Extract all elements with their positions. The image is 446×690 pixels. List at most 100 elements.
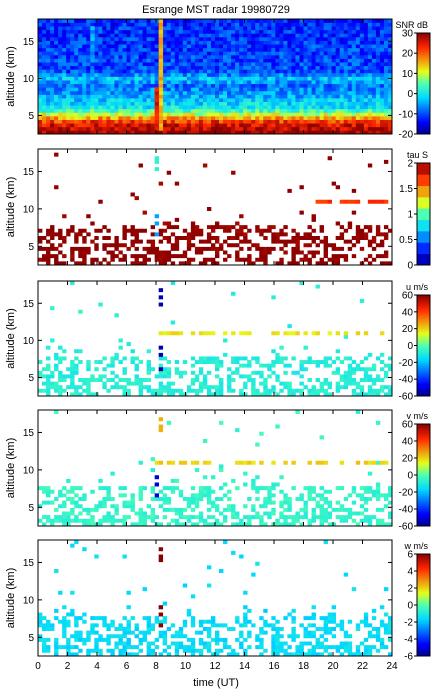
heatmap-cell: [62, 254, 67, 259]
heatmap-cell: [319, 26, 324, 31]
heatmap-cell: [182, 76, 188, 81]
heatmap-cell: [291, 331, 296, 336]
heatmap-cell: [98, 116, 103, 120]
heatmap-cell: [138, 58, 143, 63]
heatmap-cell: [74, 19, 79, 23]
heatmap-cell: [315, 65, 320, 70]
heatmap-cell: [90, 374, 95, 379]
heatmap-cell: [174, 239, 180, 244]
heatmap-cell: [243, 94, 248, 99]
heatmap-cell: [295, 370, 300, 375]
heatmap-cell: [375, 19, 381, 23]
heatmap-cell: [198, 261, 204, 266]
heatmap-cell: [379, 98, 385, 102]
heatmap-cell: [299, 83, 304, 88]
heatmap-cell: [142, 51, 147, 56]
heatmap-cell: [54, 363, 59, 368]
heatmap-cell: [339, 126, 345, 131]
heatmap-cell: [78, 108, 83, 113]
heatmap-cell: [70, 87, 75, 92]
heatmap-cell: [182, 47, 188, 52]
heatmap-cell: [387, 108, 393, 113]
heatmap-cell: [202, 239, 208, 244]
heatmap-cell: [138, 360, 143, 364]
heatmap-cell: [54, 497, 59, 501]
heatmap-cell: [287, 388, 292, 393]
heatmap-cell: [46, 645, 51, 650]
colorbar-step: [417, 429, 430, 432]
heatmap-cell: [267, 33, 272, 38]
heatmap-cell: [367, 126, 373, 131]
heatmap-cell: [251, 116, 256, 120]
heatmap-cell: [170, 507, 176, 512]
colorbar-tick-label: 20: [402, 324, 414, 335]
colorbar-step: [417, 174, 430, 187]
heatmap-cell: [383, 232, 389, 237]
heatmap-cell: [206, 98, 212, 102]
heatmap-cell: [46, 388, 51, 393]
heatmap-cell: [287, 188, 292, 193]
heatmap-cell: [335, 76, 341, 81]
heatmap-cell: [371, 246, 377, 251]
heatmap-cell: [82, 101, 87, 106]
heatmap-cell: [62, 515, 67, 520]
heatmap-cell: [259, 51, 264, 56]
heatmap-cell: [283, 19, 288, 23]
heatmap-cell: [263, 58, 268, 63]
heatmap-cell: [114, 36, 119, 41]
heatmap-cell: [259, 101, 264, 106]
colorbar-step: [417, 365, 430, 368]
heatmap-cell: [271, 360, 276, 364]
heatmap-cell: [126, 65, 131, 70]
heatmap-cell: [202, 126, 208, 131]
heatmap-cell: [198, 62, 204, 67]
heatmap-cell: [375, 388, 381, 393]
heatmap-cell: [239, 374, 244, 379]
heatmap-cell: [122, 367, 127, 372]
heatmap-cell: [62, 627, 67, 631]
heatmap-cell: [42, 19, 47, 23]
heatmap-cell: [50, 254, 55, 259]
heatmap-cell: [62, 116, 67, 120]
heatmap-cell: [367, 87, 373, 92]
heatmap-cell: [198, 367, 204, 372]
heatmap-cell: [78, 511, 83, 516]
heatmap-cell: [74, 105, 79, 110]
heatmap-cell: [46, 108, 51, 113]
heatmap-cell: [327, 94, 333, 99]
heatmap-cell: [359, 94, 365, 99]
heatmap-cell: [355, 381, 361, 386]
heatmap-cell: [78, 90, 83, 95]
heatmap-cell: [74, 500, 79, 505]
heatmap-cell: [303, 69, 308, 74]
heatmap-cells: [38, 540, 393, 657]
heatmap-cell: [263, 26, 268, 31]
heatmap-cell: [50, 489, 55, 494]
heatmap-cell: [142, 518, 147, 523]
heatmap-cell: [42, 98, 47, 102]
heatmap-cell: [251, 87, 256, 92]
heatmap-cell: [70, 486, 75, 491]
heatmap-cell: [158, 497, 164, 501]
heatmap-cell: [243, 72, 248, 77]
heatmap-cell: [70, 116, 75, 120]
colorbar-label: u m/s: [406, 282, 429, 292]
heatmap-cell: [279, 511, 284, 516]
heatmap-cell: [239, 388, 244, 393]
heatmap-cell: [371, 22, 377, 27]
heatmap-cell: [355, 385, 361, 390]
heatmap-cell: [323, 83, 328, 88]
heatmap-cell: [387, 363, 393, 368]
heatmap-cell: [375, 33, 381, 38]
heatmap-cell: [158, 652, 164, 657]
heatmap-cell: [114, 381, 119, 386]
heatmap-cell: [210, 356, 216, 361]
heatmap-cell: [198, 250, 204, 255]
colorbar-tick-label: 2: [407, 159, 413, 170]
heatmap-cell: [259, 126, 264, 131]
heatmap-cell: [331, 261, 337, 266]
heatmap-cell: [331, 54, 337, 59]
heatmap-cell: [86, 637, 91, 642]
heatmap-cell: [114, 29, 119, 34]
heatmap-cell: [375, 228, 381, 233]
